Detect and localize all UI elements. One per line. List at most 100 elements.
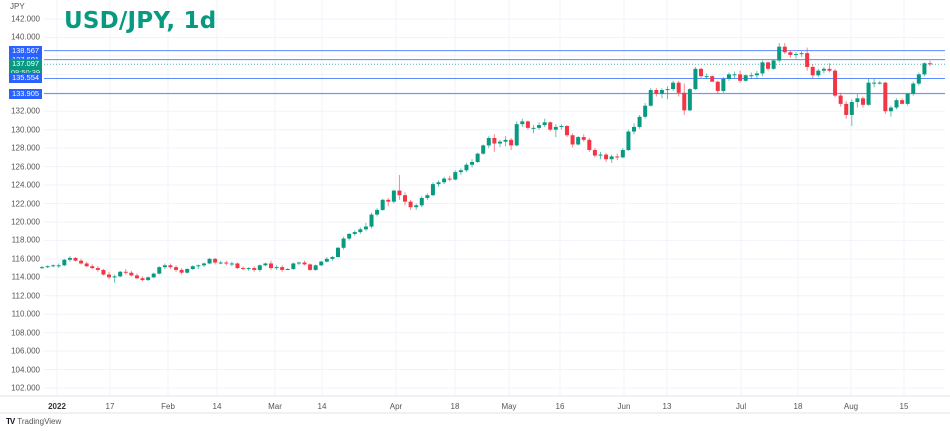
footer-branding[interactable]: TV TradingView [6, 417, 61, 426]
candle-body [430, 184, 435, 196]
candle-body [849, 102, 854, 115]
candle-body [291, 263, 296, 269]
candle-body [246, 268, 251, 270]
candle-body [56, 265, 61, 267]
candle-body [252, 268, 257, 270]
candle-body [894, 100, 899, 108]
level-price-tag: 138.567 [9, 45, 42, 56]
candle-body [486, 138, 491, 146]
candle-body [821, 68, 826, 71]
currency-label: JPY [10, 2, 25, 11]
candle-body [129, 272, 134, 276]
price-axis-label: 142.000 [11, 14, 40, 24]
candle-body [84, 263, 89, 267]
candle-body [118, 271, 123, 277]
candle-body [207, 258, 212, 264]
candle-body [352, 232, 357, 234]
candle-body [704, 76, 709, 78]
candle-body [793, 54, 798, 56]
candle-body [877, 82, 882, 84]
candle-body [726, 74, 731, 79]
candle-body [721, 78, 726, 91]
time-axis-label: 17 [105, 402, 115, 411]
candle-body [73, 257, 78, 261]
candle-body [492, 138, 497, 144]
price-axis-label: 126.000 [11, 162, 40, 172]
candle-body [654, 90, 659, 94]
candle-body [743, 75, 748, 81]
candle-body [922, 63, 927, 75]
candle-body [386, 199, 391, 202]
candle-body [900, 100, 905, 104]
candle-body [358, 229, 363, 233]
price-axis-label: 124.000 [11, 180, 40, 190]
candle-body [738, 74, 743, 81]
candle-body [866, 82, 871, 105]
candle-body [615, 156, 620, 158]
candle-body [643, 105, 648, 117]
candle-body [928, 63, 932, 65]
candle-body [475, 153, 480, 162]
candle-body [274, 267, 279, 269]
candle-body [520, 121, 525, 125]
candle-body [855, 98, 860, 103]
candle-body [151, 273, 156, 278]
candle-body [888, 107, 893, 112]
candle-body [497, 141, 502, 144]
candle-body [699, 68, 704, 77]
candle-body [336, 247, 340, 258]
candle-body [598, 154, 603, 156]
candle-body [860, 98, 865, 105]
candle-body [375, 209, 380, 215]
candle-body [570, 135, 575, 145]
candle-body [168, 265, 173, 268]
candle-body [620, 149, 625, 158]
time-axis-label: Feb [161, 402, 175, 411]
price-axis-label: 132.000 [11, 106, 40, 116]
candle-body [263, 263, 268, 266]
candle-body [760, 62, 765, 74]
time-axis-label: 13 [662, 402, 672, 411]
candle-body [604, 154, 609, 160]
time-axis-label: 16 [555, 402, 565, 411]
candle-body [79, 260, 84, 264]
candle-body [107, 274, 112, 278]
candle-body [62, 259, 67, 266]
price-axis-label: 102.000 [11, 383, 40, 393]
candle-body [179, 269, 184, 273]
candle-body [174, 267, 179, 270]
candle-body [330, 257, 335, 259]
candle-body [369, 214, 374, 227]
candle-body [40, 267, 44, 269]
time-axis-label: Mar [268, 402, 282, 411]
candle-body [788, 52, 793, 55]
candle-body [95, 268, 100, 270]
candle-body [592, 149, 597, 156]
candle-body [101, 269, 106, 275]
price-axis-label: 110.000 [11, 309, 40, 319]
candle-body [710, 76, 715, 82]
candle-body [308, 264, 313, 270]
candle-body [268, 263, 273, 269]
candle-body [838, 95, 843, 104]
candle-body [687, 89, 692, 111]
candle-body [503, 139, 508, 142]
candle-body [319, 261, 324, 266]
candle-body [916, 74, 921, 84]
candle-body [140, 278, 145, 281]
candle-body [509, 139, 514, 146]
candle-body [442, 178, 447, 183]
candle-body [257, 265, 262, 270]
candle-body [213, 258, 218, 263]
candle-body [911, 83, 916, 94]
time-axis-label: 14 [317, 402, 327, 411]
candle-body [816, 70, 821, 76]
candle-body [548, 122, 553, 130]
candle-body [419, 197, 424, 206]
candle-body [581, 137, 586, 140]
candle-body [872, 82, 877, 84]
candle-body [564, 126, 569, 136]
level-price-tag: 133.905 [9, 88, 42, 99]
